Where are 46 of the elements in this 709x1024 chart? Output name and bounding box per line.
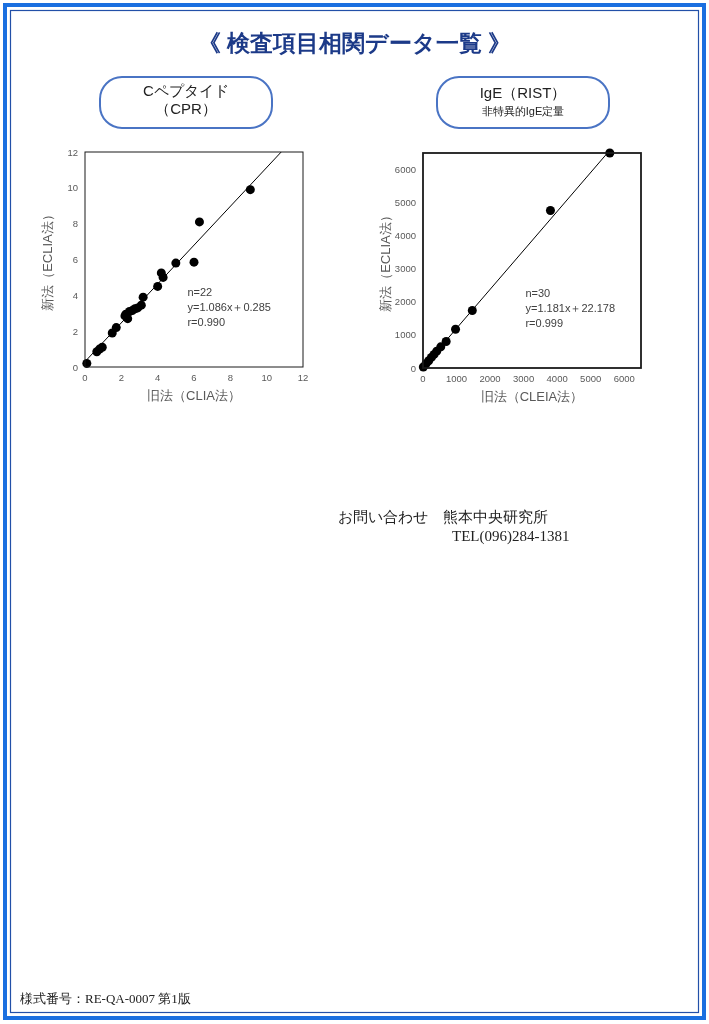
annotation: y=1.086x＋0.285	[187, 301, 271, 313]
y-tick-label: 3000	[394, 263, 416, 275]
x-tick-label: 3000	[513, 373, 535, 384]
text: お問い合わせ 熊本中央研究所	[338, 509, 548, 525]
x-tick-label: 0	[82, 372, 88, 383]
y-tick-label: 1000	[394, 329, 416, 341]
y-tick-label: 10	[67, 182, 78, 194]
annotation: y=1.181x＋22.178	[525, 302, 616, 314]
x-axis-title: 旧法（CLIA法）	[147, 388, 241, 403]
chart-subtitle: 非特異的IgE定量	[481, 105, 565, 117]
annotation: n=22	[187, 286, 213, 298]
y-tick-label: 6000	[394, 164, 416, 176]
x-tick-label: 2	[118, 372, 124, 383]
x-tick-label: 4000	[546, 373, 568, 384]
x-tick-label: 6	[191, 372, 197, 383]
y-tick-label: 6	[72, 254, 78, 265]
y-tick-label: 0	[72, 361, 78, 373]
y-tick-label: 4	[72, 289, 78, 301]
y-axis-title: 新法（ECLIA法）	[378, 209, 393, 312]
x-tick-label: 6000	[613, 373, 635, 384]
y-axis-title: 新法（ECLIA法）	[40, 208, 55, 311]
text: 様式番号：RE-QA-0007 第1版	[20, 991, 191, 1006]
annotation: n=30	[525, 287, 551, 299]
y-tick-label: 5000	[394, 197, 416, 209]
annotation: r=0.999	[525, 317, 564, 329]
x-tick-label: 1000	[445, 373, 468, 384]
y-tick-label: 4000	[394, 230, 416, 242]
chart-subtitle: （CPR）	[155, 100, 217, 117]
y-tick-label: 8	[72, 218, 78, 230]
x-axis-title: 旧法（CLEIA法）	[480, 389, 584, 404]
text: 《 検査項目相関データ一覧 》	[197, 30, 512, 56]
y-tick-label: 2	[72, 325, 78, 337]
x-tick-label: 12	[297, 372, 309, 383]
annotation: r=0.990	[187, 316, 226, 328]
x-tick-label: 4	[155, 372, 161, 383]
chart-title: IgE（RIST）	[479, 84, 567, 101]
x-tick-label: 2000	[479, 373, 501, 384]
x-tick-label: 5000	[580, 373, 602, 384]
text: TEL(096)284-1381	[452, 528, 570, 545]
chart-title: Cペプタイド	[143, 82, 229, 99]
y-tick-label: 12	[67, 146, 78, 158]
y-tick-label: 0	[410, 362, 416, 374]
y-tick-label: 2000	[394, 296, 416, 308]
x-tick-label: 0	[420, 373, 426, 384]
x-tick-label: 10	[261, 372, 272, 383]
x-tick-label: 8	[227, 372, 233, 383]
